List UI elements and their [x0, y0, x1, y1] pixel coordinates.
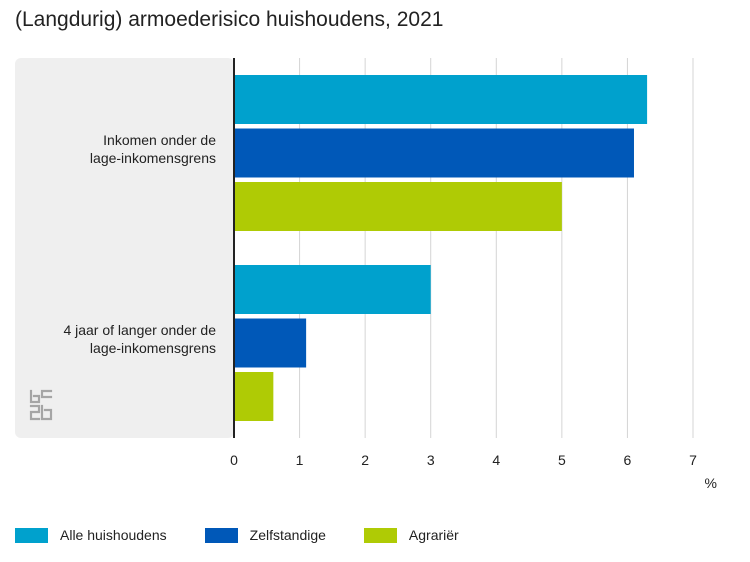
x-axis-unit: % [705, 475, 717, 491]
x-tick-label: 2 [361, 452, 369, 468]
label-layer: 0 1 2 3 4 5 6 7% Inkomen onder de lage-inkomensgr… [63, 132, 717, 491]
x-tick-label: 1 [296, 452, 304, 468]
legend-swatch [363, 527, 397, 543]
x-tick-label: 5 [558, 452, 566, 468]
legend-item: Agrariër [363, 527, 459, 543]
x-tick-label: 4 [492, 452, 500, 468]
category-panel [15, 58, 234, 438]
bar-alle-huishoudens-2 [234, 265, 431, 314]
x-tick-label: 3 [427, 452, 435, 468]
bar-layer [234, 75, 648, 421]
category-label: lage-inkomensgrens [90, 340, 216, 356]
legend-label: Agrariër [408, 527, 459, 543]
category-label: lage-inkomensgrens [90, 150, 216, 166]
grid-layer [299, 58, 694, 438]
legend-label: Alle huishoudens [60, 527, 167, 543]
category-label: Inkomen onder de [103, 132, 216, 148]
chart-title: (Langdurig) armoederisico huishoudens, 2… [15, 8, 444, 31]
legend-swatch [15, 527, 48, 543]
x-tick-label: 7 [689, 452, 697, 468]
bar-zelfstandige-2 [234, 318, 307, 368]
legend-label: Zelfstandige [249, 527, 326, 543]
cbs-logo [28, 388, 54, 427]
legend-item: Zelfstandige [204, 527, 326, 543]
bar-agrari-r-1 [234, 182, 562, 231]
bar-agrari-r-2 [234, 372, 274, 421]
bar-chart: 0 1 2 3 4 5 6 7% Inkomen onder de lage-inkomensgr… [15, 58, 717, 491]
bar-alle-huishoudens-1 [234, 75, 648, 124]
x-tick-label: 6 [624, 452, 632, 468]
x-tick-label: 0 [230, 452, 238, 468]
legend-swatch [204, 527, 238, 543]
legend-item: Alle huishoudens [15, 527, 167, 543]
legend: Alle huishoudens Zelfstandige Agrariër [15, 527, 497, 543]
bar-zelfstandige-1 [234, 128, 634, 178]
category-label: 4 jaar of langer onder de [63, 322, 216, 338]
